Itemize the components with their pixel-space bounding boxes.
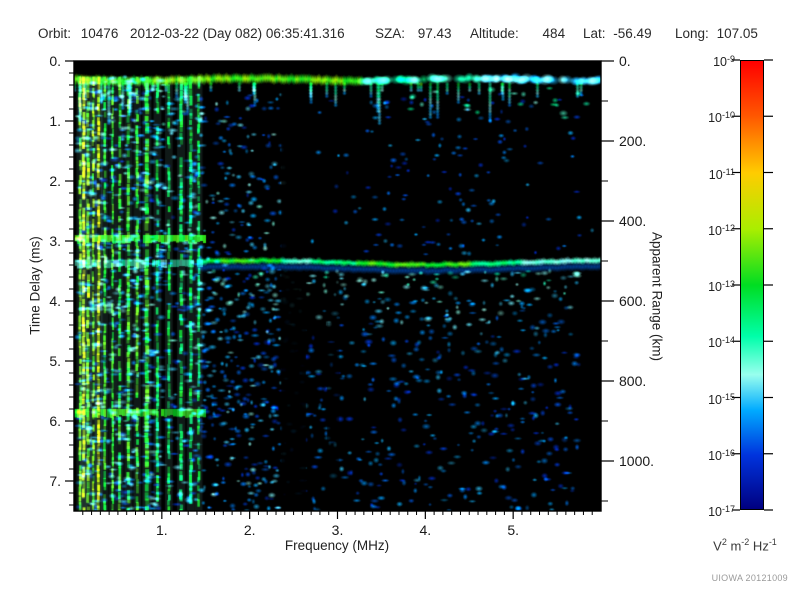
svg-text:6.: 6. [49, 413, 61, 429]
colorbar-tick-label: 10-17 [708, 504, 735, 520]
colorbar-units-label: V2 m-2 Hz-1 [713, 537, 777, 554]
svg-text:5.: 5. [49, 353, 61, 369]
colorbar-tick-label: 10-12 [708, 222, 735, 238]
svg-text:3.: 3. [49, 233, 61, 249]
svg-text:400.: 400. [619, 213, 646, 229]
left-axis-title: Time Delay (ms) [27, 236, 43, 335]
colorbar-tick-label: 10-16 [708, 447, 735, 463]
datetime-field: 2012-03-22 (Day 082) 06:35:41.316 [130, 26, 345, 41]
svg-text:600.: 600. [619, 293, 646, 309]
datetime-value: 2012-03-22 (Day 082) 06:35:41.316 [130, 26, 345, 41]
lat-value: -56.49 [613, 26, 652, 41]
svg-text:800.: 800. [619, 373, 646, 389]
svg-text:1.: 1. [156, 522, 168, 538]
svg-text:4.: 4. [419, 522, 431, 538]
sza-value: 97.43 [417, 26, 452, 41]
svg-text:0.: 0. [619, 53, 631, 69]
svg-text:4.: 4. [49, 293, 61, 309]
svg-text:200.: 200. [619, 133, 646, 149]
ionogram-heatmap [74, 61, 601, 511]
orbit-field: Orbit: 10476 [38, 26, 118, 41]
colorbar-tick-label: 10-14 [708, 335, 735, 351]
long-field: Long: 107.05 [675, 26, 758, 41]
svg-text:1.: 1. [49, 113, 61, 129]
long-value: 107.05 [716, 26, 758, 41]
svg-text:3.: 3. [332, 522, 344, 538]
svg-text:2.: 2. [244, 522, 256, 538]
sza-field: SZA: 97.43 [375, 26, 452, 41]
colorbar-tick-label: 10-11 [708, 166, 735, 182]
x-axis-title: Frequency (MHz) [284, 538, 390, 553]
credit-text: UIOWA 20121009 [711, 573, 788, 583]
svg-text:1000.: 1000. [619, 453, 654, 469]
colorbar-tick-label: 10-13 [708, 279, 735, 295]
altitude-field: Altitude: 484 [470, 26, 565, 41]
svg-text:5.: 5. [507, 522, 519, 538]
lat-field: Lat: -56.49 [583, 26, 652, 41]
long-label: Long: [675, 26, 709, 41]
sza-label: SZA: [375, 26, 406, 41]
orbit-label: Orbit: [38, 26, 72, 41]
svg-text:7.: 7. [49, 473, 61, 489]
right-axis-title: Apparent Range (km) [649, 231, 665, 362]
lat-label: Lat: [583, 26, 606, 41]
colorbar-tick-label: 10-10 [708, 110, 735, 126]
altitude-label: Altitude: [470, 26, 519, 41]
colorbar [740, 60, 764, 510]
svg-text:2.: 2. [49, 173, 61, 189]
orbit-value: 10476 [80, 26, 119, 41]
colorbar-tick-label: 10-9 [713, 54, 735, 70]
colorbar-tick-label: 10-15 [708, 391, 735, 407]
svg-text:0.: 0. [49, 53, 61, 69]
altitude-value: 484 [542, 26, 566, 41]
